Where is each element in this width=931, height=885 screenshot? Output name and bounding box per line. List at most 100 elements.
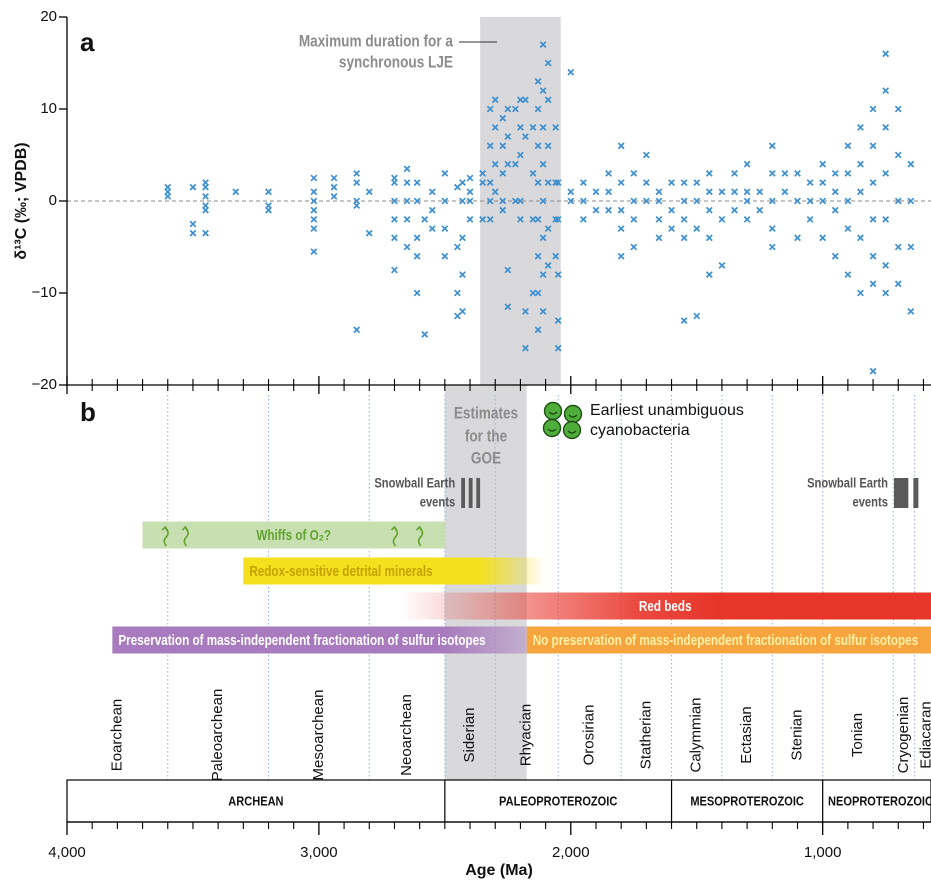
data-point xyxy=(819,197,827,205)
data-point xyxy=(441,252,449,260)
timeline-bar xyxy=(526,626,931,654)
data-point xyxy=(668,206,675,214)
data-point xyxy=(491,188,499,196)
data-point xyxy=(781,169,789,177)
data-point xyxy=(310,248,318,256)
y-tick-label: −20 xyxy=(32,376,57,393)
data-point xyxy=(655,188,663,196)
annotation: cyanobacteria xyxy=(590,422,690,439)
data-point xyxy=(459,197,466,205)
data-point xyxy=(894,105,902,113)
main-layer: 20 10 0 −10 −20 Eoarchean Paleoarchean Mesoarch… xyxy=(32,8,931,861)
data-point xyxy=(894,280,902,288)
cyanobacteria-icon xyxy=(542,401,583,440)
data-point xyxy=(731,206,738,214)
annotation: Snowball Earth xyxy=(374,475,455,491)
data-point xyxy=(567,68,575,76)
data-point xyxy=(189,183,197,191)
data-point xyxy=(479,169,487,177)
data-point xyxy=(907,307,915,315)
timeline-bar xyxy=(112,626,527,654)
data-point xyxy=(517,123,524,131)
data-point xyxy=(592,188,600,196)
x-tick-label: 4,000 xyxy=(48,844,86,861)
data-point xyxy=(499,169,507,177)
data-point xyxy=(617,206,625,214)
data-point xyxy=(539,271,547,279)
data-point xyxy=(894,243,902,251)
data-point xyxy=(466,188,474,196)
data-point xyxy=(310,225,318,233)
whiff-arrow xyxy=(416,525,424,547)
eon-label: ARCHEAN xyxy=(228,793,283,808)
data-point xyxy=(731,188,738,196)
bar-label: Redox-sensitive detrital minerals xyxy=(249,563,432,580)
data-point xyxy=(554,271,562,279)
data-point xyxy=(413,234,421,242)
data-point xyxy=(499,206,507,214)
period-label: Eoarchean xyxy=(108,699,125,772)
data-point xyxy=(310,188,318,196)
data-point xyxy=(499,114,507,122)
data-point xyxy=(617,225,625,233)
data-point xyxy=(499,197,507,205)
snowball-event xyxy=(461,478,465,508)
data-point xyxy=(794,169,801,177)
data-point xyxy=(882,169,890,177)
data-point xyxy=(391,266,398,274)
data-point xyxy=(630,243,638,251)
data-point xyxy=(844,142,852,150)
data-point xyxy=(486,105,494,113)
data-point xyxy=(539,123,547,131)
data-point xyxy=(768,142,776,150)
data-point xyxy=(189,229,197,237)
data-point xyxy=(693,225,701,233)
data-point xyxy=(552,123,560,131)
data-point xyxy=(552,252,560,260)
data-point xyxy=(232,188,240,196)
data-point xyxy=(353,202,361,210)
data-point xyxy=(831,252,839,260)
annotation: Maximum duration for a xyxy=(299,31,454,50)
data-point xyxy=(403,215,411,223)
data-point xyxy=(539,197,547,205)
y-tick-label: −10 xyxy=(32,284,57,301)
data-point xyxy=(544,179,552,187)
data-point xyxy=(907,243,915,251)
data-point xyxy=(768,225,776,233)
data-point xyxy=(504,266,512,274)
data-point xyxy=(756,188,764,196)
data-point xyxy=(454,289,461,297)
data-point xyxy=(539,41,547,49)
x-tick-label: 3,000 xyxy=(300,844,338,861)
data-point xyxy=(693,197,701,205)
data-point xyxy=(413,289,421,297)
data-point xyxy=(441,225,449,233)
data-point xyxy=(743,215,751,223)
data-point xyxy=(680,179,688,187)
data-point xyxy=(655,215,663,223)
annotation: Estimates xyxy=(454,403,518,422)
data-point xyxy=(441,169,449,177)
period-label: Cryogenian xyxy=(895,697,912,774)
data-point xyxy=(894,197,902,205)
data-point xyxy=(642,197,650,205)
data-point xyxy=(831,188,839,196)
data-point xyxy=(413,179,421,187)
period-label: Rhyacian xyxy=(518,704,535,767)
data-point xyxy=(403,165,411,173)
snowball-event xyxy=(476,478,481,508)
data-point xyxy=(869,215,877,223)
data-point xyxy=(630,215,638,223)
data-point xyxy=(552,215,560,223)
annotation: synchronous LJE xyxy=(339,52,453,71)
bar-label: Whiffs of O₂? xyxy=(256,527,331,544)
data-point xyxy=(605,188,612,196)
data-point xyxy=(794,197,801,205)
data-point xyxy=(668,225,675,233)
y-tick-label: 10 xyxy=(40,100,57,117)
period-label: Ectasian xyxy=(738,706,755,764)
data-point xyxy=(844,225,852,233)
data-point xyxy=(459,307,466,315)
